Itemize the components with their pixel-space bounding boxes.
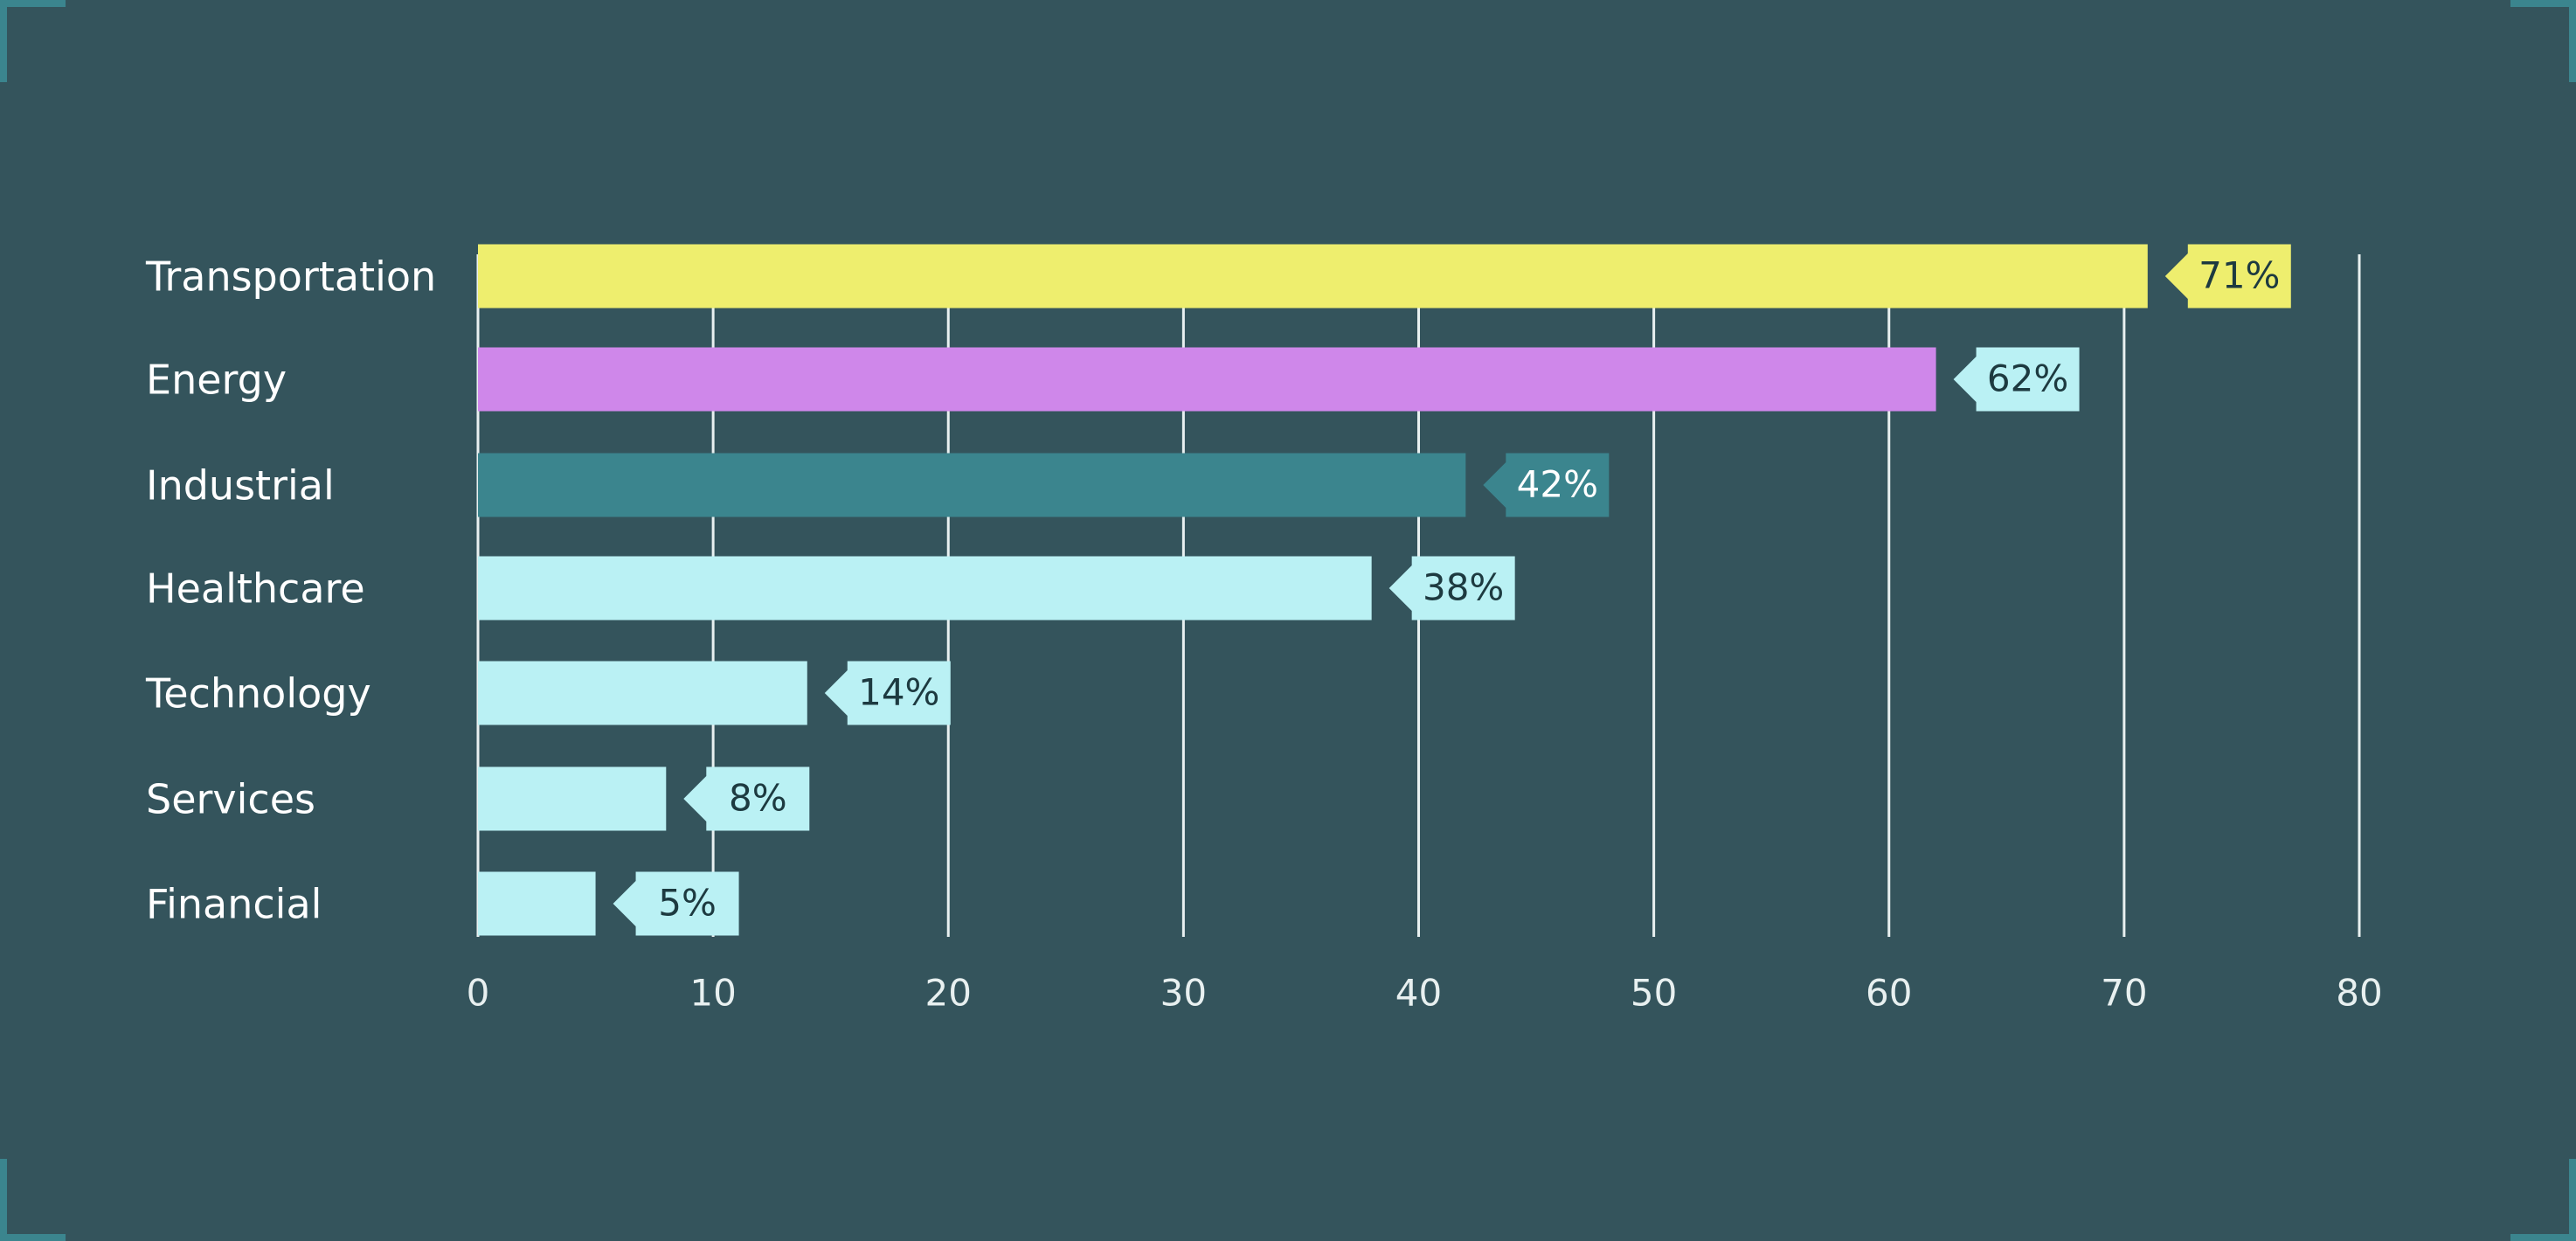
y-tick-label: Energy (146, 357, 287, 404)
value-label: 14% (858, 671, 939, 714)
value-label-box (613, 871, 739, 936)
x-tick-label: 70 (2101, 972, 2147, 1015)
x-tick-label: 40 (1395, 972, 1442, 1015)
x-tick-label: 30 (1160, 972, 1207, 1015)
value-label: 38% (1423, 566, 1504, 609)
x-tick-label: 0 (467, 972, 490, 1015)
y-tick-label: Industrial (146, 462, 335, 510)
value-label-box (824, 661, 951, 725)
value-label: 8% (729, 777, 787, 820)
y-tick-label: Financial (146, 881, 322, 928)
x-tick-label: 60 (1866, 972, 1912, 1015)
value-label-box (1388, 556, 1515, 620)
bar (478, 556, 1372, 620)
value-label: 71% (2199, 254, 2280, 297)
x-tick-label: 50 (1631, 972, 1677, 1015)
value-label: 5% (658, 882, 717, 925)
value-label: 42% (1517, 463, 1598, 506)
x-tick-label: 80 (2336, 972, 2382, 1015)
value-label-box (1953, 347, 2080, 412)
x-tick-label: 10 (689, 972, 736, 1015)
value-label-box (1483, 453, 1610, 517)
y-tick-label: Technology (145, 670, 371, 718)
y-tick-label: Healthcare (146, 565, 365, 613)
value-label: 62% (1987, 357, 2068, 400)
value-label-box (2164, 244, 2291, 309)
bar (478, 766, 667, 831)
bar (478, 661, 807, 725)
y-tick-label: Transportation (145, 253, 436, 301)
bar (478, 453, 1466, 517)
bars: Transportation 71% Energy 62% Industrial 42% H… (145, 244, 2291, 936)
bar (478, 871, 596, 936)
bar (478, 244, 2148, 309)
value-label-box (683, 766, 810, 831)
bar (478, 347, 1936, 412)
x-tick-label: 20 (925, 972, 972, 1015)
y-tick-label: Services (146, 776, 315, 823)
